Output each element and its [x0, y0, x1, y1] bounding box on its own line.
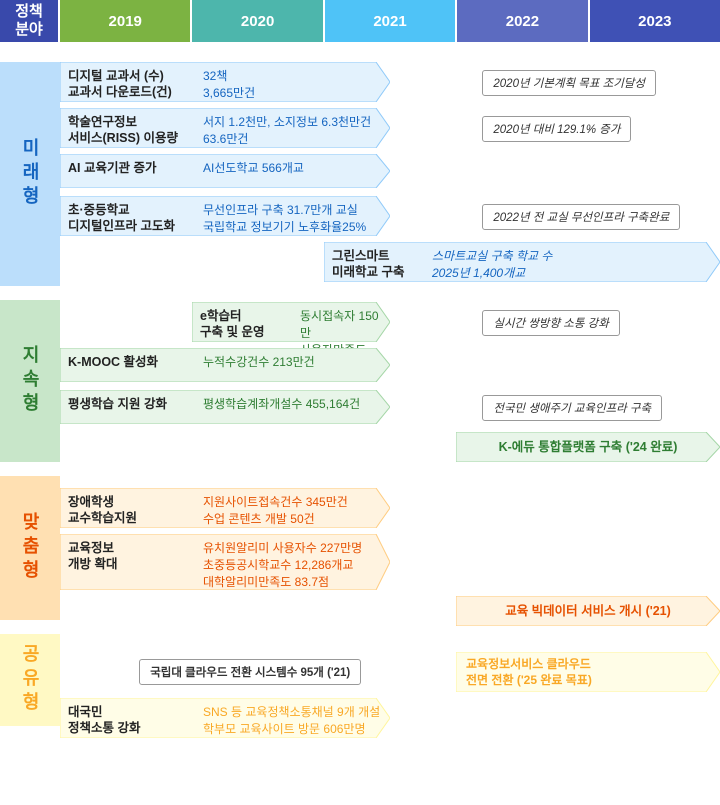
section-share: 국립대 클라우드 전환 시스템수 95개 ('21) 교육정보서비스 클라우드 전…	[60, 652, 720, 744]
year-header-2022: 2022	[457, 0, 587, 42]
row-custom-0: 장애학생 교수학습지원지원사이트접속건수 345만건 수업 콘텐츠 개발 50건	[60, 488, 720, 528]
row-note: 실시간 쌍방향 소통 강화	[482, 310, 619, 336]
timeline-content: 20192020202120222023 디지털 교과서 (수) 교과서 다운로…	[60, 0, 720, 758]
category-header: 정책 분야	[0, 0, 58, 42]
category-label-custom: 맞춤형	[0, 476, 60, 620]
row-label: 교육정보 개방 확대	[60, 534, 195, 590]
row-desc: 누적수강건수 213만건	[195, 348, 390, 382]
year-header-row: 20192020202120222023	[60, 0, 720, 42]
category-label-share: 공유형	[0, 634, 60, 726]
row-note: 2020년 기본계획 목표 조기달성	[482, 70, 656, 96]
row-desc: 32책 3,665만건	[195, 62, 390, 102]
row-desc: 동시접속자 150만 사용자만족도 79점	[292, 302, 390, 342]
row-desc: 지원사이트접속건수 345만건 수업 콘텐츠 개발 50건	[195, 488, 390, 528]
section-sustain: e학습터 구축 및 운영동시접속자 150만 사용자만족도 79점 실시간 쌍방향…	[60, 302, 720, 474]
category-sidebar: 정책 분야 미래형지속형맞춤형공유형	[0, 0, 60, 758]
row-future-2: AI 교육기관 증가AI선도학교 566개교	[60, 154, 720, 190]
row-label: K-MOOC 활성화	[60, 348, 195, 382]
row-label: 학술연구정보 서비스(RISS) 이용량	[60, 108, 195, 148]
row-note: 2020년 대비 129.1% 증가	[482, 116, 631, 142]
row-custom-1: 교육정보 개방 확대유치원알리미 사용자수 227만명 초중등공시학교수 12,…	[60, 534, 720, 590]
row-label: 평생학습 지원 강화	[60, 390, 195, 424]
row-share-0: 국립대 클라우드 전환 시스템수 95개 ('21) 교육정보서비스 클라우드 전…	[60, 652, 720, 692]
row-future-0: 디지털 교과서 (수) 교과서 다운로드(건)32책 3,665만건 2020년 …	[60, 62, 720, 102]
row-sustain-3: K-에듀 통합플랫폼 구축 ('24 완료)	[60, 432, 720, 468]
row-label: 그린스마트 미래학교 구축	[324, 242, 424, 282]
row-sustain-0: e학습터 구축 및 운영동시접속자 150만 사용자만족도 79점 실시간 쌍방향…	[60, 302, 720, 342]
row-desc: 서지 1.2천만, 소지정보 6.3천만건 63.6만건	[195, 108, 390, 148]
roadmap-container: 정책 분야 미래형지속형맞춤형공유형 20192020202120222023 …	[0, 0, 720, 758]
section-custom: 장애학생 교수학습지원지원사이트접속건수 345만건 수업 콘텐츠 개발 50건…	[60, 488, 720, 638]
row-label: e학습터 구축 및 운영	[192, 302, 292, 342]
row-label: 초·중등학교 디지털인프라 고도화	[60, 196, 195, 236]
row-desc: 무선인프라 구축 31.7만개 교실 국립학교 정보기기 노후화율25%	[195, 196, 390, 236]
year-header-2021: 2021	[325, 0, 455, 42]
row-label: 장애학생 교수학습지원	[60, 488, 195, 528]
category-label-sustain: 지속형	[0, 300, 60, 462]
row-future-1: 학술연구정보 서비스(RISS) 이용량서지 1.2천만, 소지정보 6.3천만…	[60, 108, 720, 148]
row-label: 대국민 정책소통 강화	[60, 698, 195, 738]
standalone-note: K-에듀 통합플랫폼 구축 ('24 완료)	[456, 432, 720, 462]
boxed-note: 국립대 클라우드 전환 시스템수 95개 ('21)	[139, 659, 361, 685]
right-note: 교육정보서비스 클라우드 전면 전환 ('25 완료 목표)	[456, 652, 720, 693]
row-sustain-1: K-MOOC 활성화누적수강건수 213만건	[60, 348, 720, 384]
row-desc: SNS 등 교육정책소통채널 9개 개설 학부모 교육사이트 방문 606만명	[195, 698, 390, 738]
row-note: 2022년 전 교실 무선인프라 구축완료	[482, 204, 680, 230]
row-desc: 평생학습계좌개설수 455,164건	[195, 390, 390, 424]
year-header-2019: 2019	[60, 0, 190, 42]
row-note: 전국민 생애주기 교육인프라 구축	[482, 395, 662, 421]
row-share-1: 대국민 정책소통 강화SNS 등 교육정책소통채널 9개 개설 학부모 교육사이…	[60, 698, 720, 738]
row-desc: 스마트교실 구축 학교 수 2025년 1,400개교	[424, 242, 720, 282]
row-desc: AI선도학교 566개교	[195, 154, 390, 188]
row-custom-2: 교육 빅데이터 서비스 개시 ('21)	[60, 596, 720, 632]
section-future: 디지털 교과서 (수) 교과서 다운로드(건)32책 3,665만건 2020년 …	[60, 62, 720, 288]
row-future-3: 초·중등학교 디지털인프라 고도화무선인프라 구축 31.7만개 교실 국립학교…	[60, 196, 720, 236]
year-header-2020: 2020	[192, 0, 322, 42]
row-desc: 유치원알리미 사용자수 227만명 초중등공시학교수 12,286개교 대학알리…	[195, 534, 390, 590]
year-header-2023: 2023	[590, 0, 720, 42]
row-future-4: 그린스마트 미래학교 구축스마트교실 구축 학교 수 2025년 1,400개교	[60, 242, 720, 282]
category-label-future: 미래형	[0, 62, 60, 286]
row-label: AI 교육기관 증가	[60, 154, 195, 188]
row-sustain-2: 평생학습 지원 강화평생학습계좌개설수 455,164건 전국민 생애주기 교육인…	[60, 390, 720, 426]
standalone-note: 교육 빅데이터 서비스 개시 ('21)	[456, 596, 720, 626]
row-label: 디지털 교과서 (수) 교과서 다운로드(건)	[60, 62, 195, 102]
